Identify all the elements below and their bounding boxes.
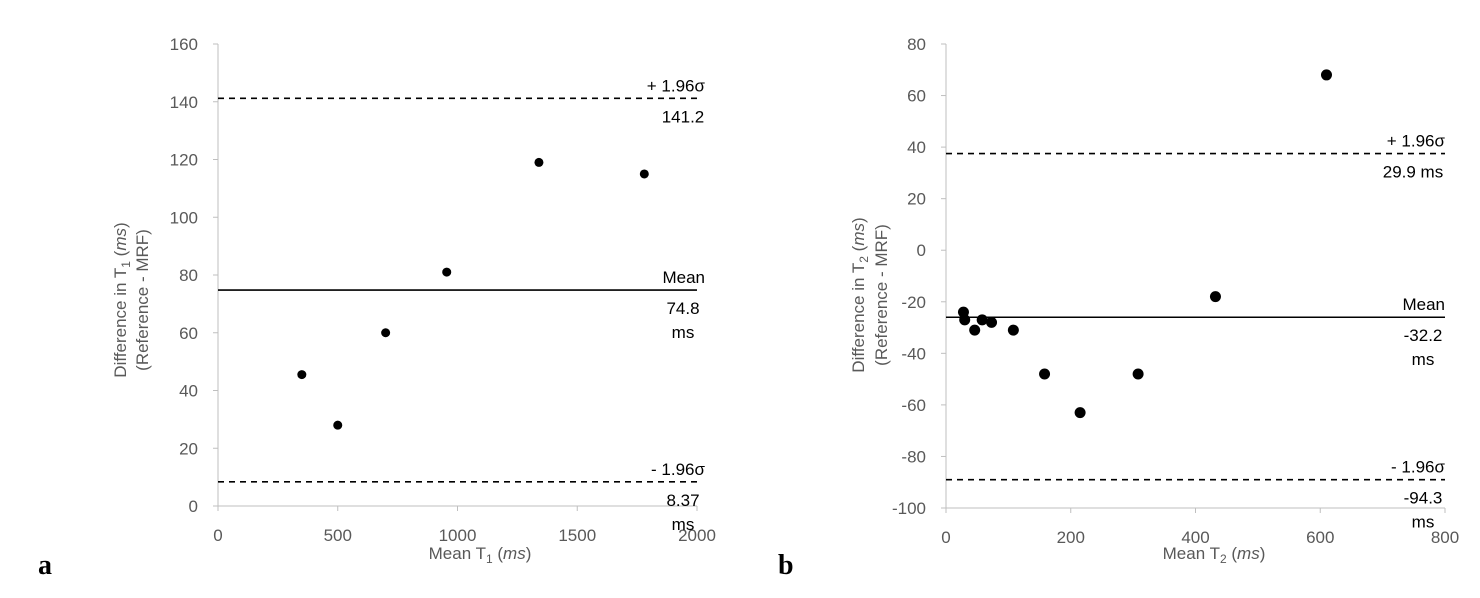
lower-label-title: - 1.96σ — [1391, 458, 1445, 477]
y-tick-label: 80 — [907, 35, 926, 54]
y-axis-label-line2: (Reference - MRF) — [133, 229, 152, 371]
y-tick-label: 80 — [179, 266, 198, 285]
y-tick-label: -20 — [901, 293, 926, 312]
y-tick-label: 20 — [907, 190, 926, 209]
y-tick-label: 20 — [179, 439, 198, 458]
y-tick-label: -60 — [901, 396, 926, 415]
lower-label-title: - 1.96σ — [651, 460, 705, 479]
y-axis-label-line1: Difference in T1 (ms) — [111, 222, 133, 377]
x-axis-label: Mean T2 (ms) — [1163, 544, 1266, 566]
y-tick-label: 120 — [170, 151, 198, 170]
data-point — [986, 316, 998, 328]
data-point — [1074, 407, 1086, 419]
data-point — [1007, 324, 1019, 336]
data-point — [442, 267, 452, 277]
upper-label-value: 29.9 ms — [1383, 163, 1443, 182]
upper-label-title: + 1.96σ — [1387, 132, 1446, 151]
y-tick-label: -80 — [901, 447, 926, 466]
chart-panel-a: 0 20 40 60 80 100 120 140 160 0 500 1000 1500 2000 + 1… — [38, 35, 716, 581]
lower-label-value: -94.3 — [1404, 489, 1443, 508]
x-tick-label: 800 — [1431, 528, 1459, 547]
data-point — [297, 370, 307, 380]
x-tick-label: 1500 — [558, 526, 596, 545]
y-tick-label: 60 — [907, 87, 926, 106]
data-point — [959, 314, 971, 326]
mean-label-value: -32.2 — [1404, 326, 1443, 345]
lower-label-unit: ms — [1412, 513, 1435, 532]
data-point — [969, 324, 981, 336]
data-point — [1209, 291, 1221, 303]
y-tick-label: 100 — [170, 208, 198, 227]
lower-label-unit: ms — [672, 515, 695, 534]
mean-label-title: Mean — [662, 268, 705, 287]
y-tick-label: 140 — [170, 93, 198, 112]
y-axis-label-line1: Difference in T2 (ms) — [849, 217, 871, 372]
mean-label-unit: ms — [1412, 350, 1435, 369]
y-tick-label: -40 — [901, 344, 926, 363]
data-point — [534, 157, 544, 167]
x-tick-label: 0 — [213, 526, 222, 545]
data-point — [333, 420, 343, 430]
mean-label-unit: ms — [672, 323, 695, 342]
x-tick-label: 0 — [941, 528, 950, 547]
data-point — [381, 328, 391, 338]
upper-label-title: + 1.96σ — [647, 76, 706, 95]
x-axis-label: Mean T1 (ms) — [429, 544, 532, 566]
y-tick-label: 60 — [179, 324, 198, 343]
data-point — [1039, 368, 1051, 380]
lower-label-value: 8.37 — [666, 491, 699, 510]
y-tick-label: 160 — [170, 35, 198, 54]
y-tick-label: 0 — [917, 241, 926, 260]
y-tick-label: 0 — [189, 497, 198, 516]
x-tick-label: 600 — [1306, 528, 1334, 547]
data-point — [639, 169, 649, 179]
x-tick-label: 2000 — [678, 526, 716, 545]
mean-label-title: Mean — [1402, 295, 1445, 314]
y-tick-label: 40 — [907, 138, 926, 157]
panel-label: b — [778, 550, 794, 581]
upper-label-value: 141.2 — [662, 107, 705, 126]
data-point — [1132, 368, 1144, 380]
data-point — [976, 314, 988, 326]
panel-label: a — [38, 550, 52, 581]
y-tick-label: -100 — [892, 499, 926, 518]
y-tick-label: 40 — [179, 382, 198, 401]
mean-label-value: 74.8 — [666, 299, 699, 318]
data-point — [1320, 69, 1332, 81]
x-tick-label: 500 — [324, 526, 352, 545]
x-tick-label: 400 — [1181, 528, 1209, 547]
x-tick-label: 1000 — [439, 526, 477, 545]
y-axis-label-line2: (Reference - MRF) — [872, 224, 891, 366]
x-tick-label: 200 — [1057, 528, 1085, 547]
